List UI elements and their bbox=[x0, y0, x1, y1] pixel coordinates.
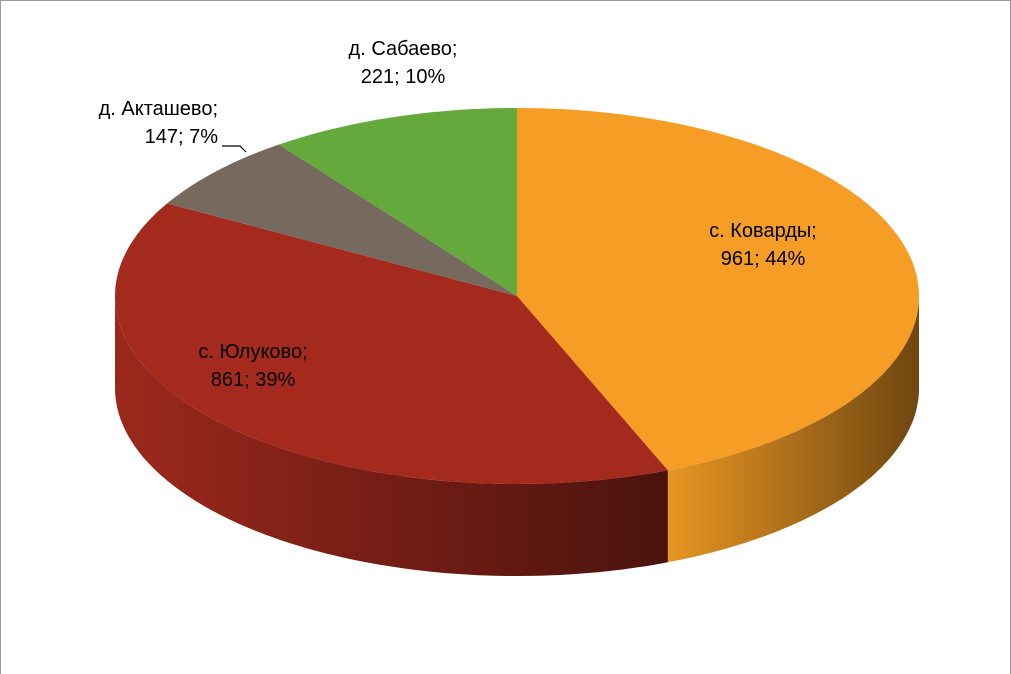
data-label: д. Акташево; 147; 7% bbox=[99, 98, 219, 148]
slice bbox=[278, 108, 517, 296]
label-category: с. Коварды; bbox=[709, 220, 817, 242]
label-category: д. Сабаево; bbox=[349, 38, 458, 60]
label-value: 221; 10% bbox=[361, 66, 446, 88]
slice-side-shade bbox=[667, 296, 919, 563]
data-label: д. Сабаево; 221; 10% bbox=[349, 38, 458, 88]
data-label: с. Коварды; 961; 44% bbox=[709, 220, 817, 270]
slice bbox=[517, 108, 919, 471]
slice bbox=[115, 203, 668, 484]
slice bbox=[167, 144, 517, 296]
label-value: 961; 44% bbox=[721, 248, 806, 270]
leader-line bbox=[222, 145, 247, 153]
label-category: д. Акташево; bbox=[99, 98, 218, 120]
label-value: 861; 39% bbox=[211, 369, 296, 391]
data-label: с. Юлуково; 861; 39% bbox=[198, 341, 307, 391]
label-category: с. Юлуково; bbox=[198, 341, 307, 363]
label-value: 147; 7% bbox=[145, 126, 219, 148]
slice-side-shade bbox=[115, 296, 668, 576]
